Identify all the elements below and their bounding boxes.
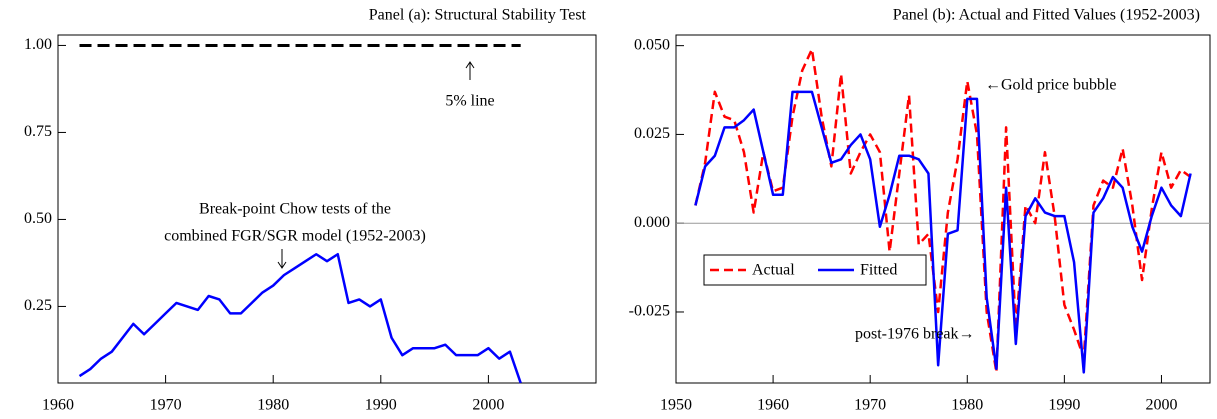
y-tick-label: 0.75 [24,123,52,140]
x-tick-label: 1980 [951,397,983,414]
y-tick-label: -0.025 [629,303,670,320]
x-tick-label: 2000 [472,397,504,414]
legend-label: Fitted [860,262,897,279]
plot-frame [57,34,597,384]
annotation: ←Gold price bubble [985,77,1117,94]
annotation: post-1976 break→ [855,326,975,343]
x-tick-label: 1990 [365,397,397,414]
x-tick-label: 1980 [257,397,289,414]
plot-frame [675,34,1211,384]
data-line [694,90,1192,374]
annotation: 5% line [445,93,494,110]
x-tick-label: 1960 [42,397,74,414]
y-tick-label: 0.50 [24,210,52,227]
arrow-head [277,261,287,269]
y-tick-label: 0.25 [24,297,52,314]
annotation: Break-point Chow tests of the [199,201,391,218]
data-line [78,252,522,384]
y-tick-label: 0.050 [634,36,670,53]
x-tick-label: 1990 [1048,397,1080,414]
y-tick-label: 0.025 [634,125,670,142]
chart-title: Panel (a): Structural Stability Test [369,7,587,24]
x-tick-label: 1970 [854,397,886,414]
legend-label: Actual [752,262,795,279]
chart-title: Panel (b): Actual and Fitted Values (195… [893,7,1200,24]
y-tick-label: 1.00 [24,36,52,53]
arrow-head [465,61,475,69]
annotation: combined FGR/SGR model (1952-2003) [164,228,426,245]
x-tick-label: 1960 [757,397,789,414]
x-tick-label: 1950 [660,397,692,414]
x-tick-label: 1970 [150,397,182,414]
x-tick-label: 2000 [1145,397,1177,414]
data-line [694,47,1192,374]
y-tick-label: 0.000 [634,214,670,231]
